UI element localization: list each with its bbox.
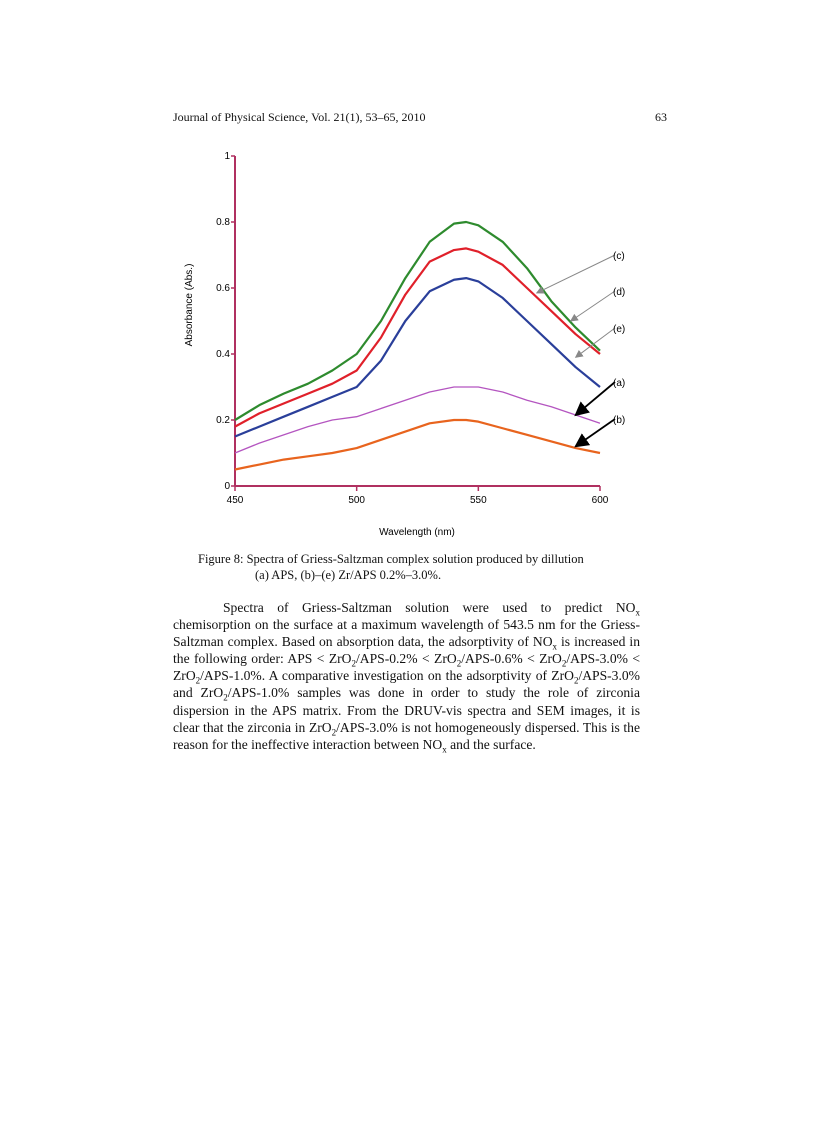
annotation-arrow bbox=[574, 418, 616, 448]
annotation-label: (a) bbox=[613, 378, 625, 389]
annotation-label: (e) bbox=[613, 324, 625, 335]
y-tick-label: 0 bbox=[224, 481, 230, 492]
series-line-1 bbox=[234, 247, 601, 428]
series-line-4 bbox=[234, 418, 601, 471]
text-run: /APS-1.0%. A comparative investigation o… bbox=[200, 668, 574, 684]
text-run: is increased in the following order: APS… bbox=[173, 634, 640, 667]
absorbance-chart: 450 500 550 600 0 0.2 0.4 0.6 0.8 1 (c) (d) (e) (a) (… bbox=[184, 151, 625, 538]
annotation-arrow bbox=[574, 381, 616, 417]
annotation-arrow bbox=[569, 290, 616, 322]
text-run: and the surface. bbox=[446, 736, 536, 752]
y-tick-label: 1 bbox=[224, 151, 230, 162]
series-line-3 bbox=[234, 386, 601, 454]
subscript: x bbox=[552, 641, 558, 652]
x-tick-label: 550 bbox=[470, 495, 487, 506]
running-header: Journal of Physical Science, Vol. 21(1),… bbox=[173, 110, 426, 124]
text-run: /APS-0.6% < ZrO bbox=[461, 651, 562, 667]
text-run: /APS-3.0% is not homogeneously dispersed… bbox=[173, 719, 641, 752]
y-tick-label: 0.2 bbox=[216, 415, 230, 426]
caption-line-2: (a) APS, (b)–(e) Zr/APS 0.2%–3.0%. bbox=[255, 568, 442, 582]
annotation-label: (c) bbox=[613, 251, 625, 262]
subscript: 2 bbox=[456, 659, 462, 669]
y-tick-label: 0.4 bbox=[216, 349, 230, 360]
text-run: Spectra of Griess-Saltzman solution were… bbox=[223, 600, 636, 615]
subscript: x bbox=[635, 607, 641, 618]
x-axis-label: Wavelength (nm) bbox=[379, 527, 455, 538]
figure-caption: Figure 8: Spectra of Griess-Saltzman com… bbox=[198, 551, 658, 583]
subscript: 2 bbox=[351, 659, 356, 669]
caption-line-1: Figure 8: Spectra of Griess-Saltzman com… bbox=[198, 552, 584, 566]
text-run: /APS-3.0% < ZrO bbox=[173, 651, 641, 684]
y-tick-label: 0.8 bbox=[216, 217, 230, 228]
y-tick-label: 0.6 bbox=[216, 283, 230, 294]
text-run: /APS-0.2% < ZrO bbox=[355, 651, 457, 667]
series-line-0 bbox=[234, 220, 601, 421]
x-tick-label: 500 bbox=[348, 495, 365, 506]
y-axis-label: Absorbance (Abs.) bbox=[184, 264, 195, 347]
series-line-2 bbox=[234, 277, 601, 438]
subscript: x bbox=[442, 744, 447, 755]
text-run: /APS-3.0% and ZrO bbox=[173, 668, 640, 701]
subscript: 2 bbox=[223, 693, 228, 704]
text-run: /APS-1.0% samples was done in order to s… bbox=[173, 685, 640, 735]
annotation-label: (d) bbox=[613, 287, 625, 298]
subscript: 2 bbox=[573, 676, 579, 687]
annotation-arrow bbox=[574, 327, 616, 358]
subscript: 2 bbox=[561, 659, 567, 669]
x-tick-label: 600 bbox=[592, 495, 609, 506]
subscript: 2 bbox=[195, 676, 201, 687]
page-number: 63 bbox=[655, 110, 667, 124]
text-run: chemisorption on the surface at a maximu… bbox=[173, 617, 640, 650]
subscript: 2 bbox=[331, 727, 337, 738]
annotation-label: (b) bbox=[613, 415, 625, 426]
body-text: Spectra of Griess-Saltzman solution were… bbox=[173, 599, 641, 755]
x-tick-label: 450 bbox=[227, 495, 244, 506]
paragraph: Spectra of Griess-Saltzman solution were… bbox=[173, 599, 641, 755]
annotation-arrow bbox=[535, 254, 616, 294]
